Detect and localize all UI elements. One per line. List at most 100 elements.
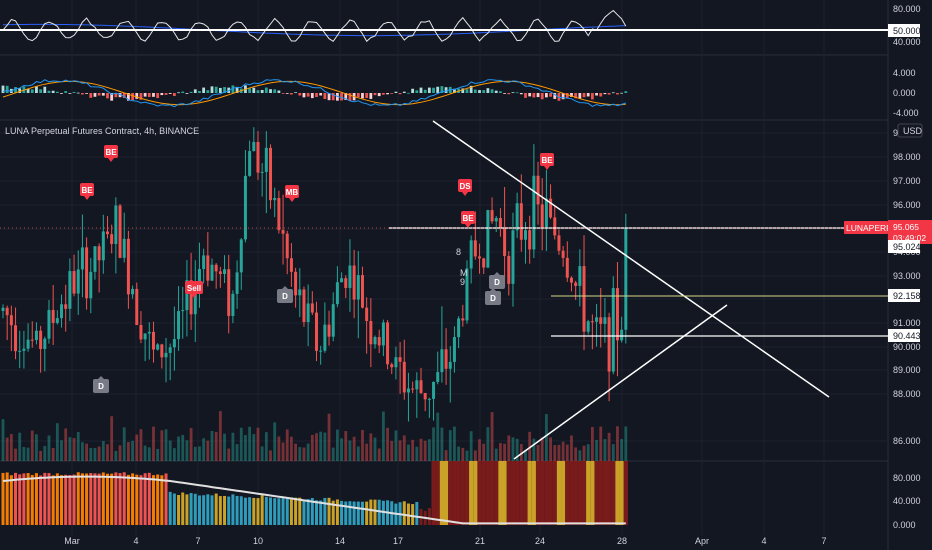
volume-bar [565, 444, 569, 461]
candle-body [440, 349, 444, 373]
candle-body [352, 265, 356, 300]
macd-histogram-bar [415, 90, 419, 93]
signal-sell-pointer [191, 294, 197, 298]
candle-body [273, 197, 277, 201]
price-tick-label: 89.000 [893, 365, 921, 375]
oscillator-bar [435, 461, 440, 525]
candle-body [498, 217, 502, 228]
oscillator-bar [202, 495, 206, 525]
time-axis-label: 17 [393, 536, 403, 546]
oscillator-bar [97, 473, 101, 525]
signal-label: D [98, 382, 104, 391]
oscillator-bar [177, 495, 181, 525]
candle-body [101, 231, 105, 261]
volume-bar [398, 440, 402, 461]
volume-bar [574, 447, 578, 461]
volume-bar [168, 440, 172, 461]
oscillator-bar [365, 501, 369, 525]
oscillator-bar [147, 472, 151, 525]
candle-body [578, 266, 582, 286]
macd-histogram-bar [620, 92, 624, 94]
oscillator-bar [473, 461, 478, 525]
volume-bar [118, 445, 122, 461]
candle-body [252, 141, 256, 152]
oscillator-bar [331, 500, 335, 525]
time-axis-label: Apr [695, 536, 709, 546]
volume-bar [519, 444, 523, 461]
candle-body [64, 304, 68, 309]
macd-histogram-bar [181, 91, 185, 93]
macd-histogram-bar [160, 93, 164, 96]
volume-bar [35, 434, 38, 461]
candle-body [139, 325, 143, 340]
candle-body [365, 307, 369, 321]
candle-body [423, 392, 427, 400]
macd-histogram-bar [189, 91, 193, 93]
trend-drawings[interactable] [0, 120, 888, 460]
volume-bars [1, 411, 628, 461]
currency-button[interactable] [897, 123, 923, 138]
candle-body [595, 317, 599, 322]
oscillator-bar [335, 499, 339, 525]
signal-sell-tag [540, 153, 554, 166]
volume-bar [553, 445, 557, 461]
volume-bar [432, 427, 435, 461]
volume-bar [244, 435, 247, 461]
volume-bar [193, 446, 197, 461]
level-lower-tag [888, 329, 920, 342]
volume-bar [269, 450, 272, 461]
volume-bar [381, 411, 385, 461]
volume-bar [561, 441, 565, 461]
volume-bar [469, 431, 473, 461]
macd-histogram-bar [294, 92, 297, 94]
candle-body [97, 246, 101, 261]
oscillator-bar [607, 461, 612, 525]
symbol-title: LUNA Perpetual Futures Contract, 4h, BIN… [5, 126, 199, 136]
oscillator-bar [443, 461, 449, 525]
macd-histogram-bar [68, 93, 72, 94]
volume-bar [486, 427, 490, 461]
oscillator-bar [231, 494, 235, 525]
macd-histogram-bar [394, 91, 398, 93]
candle-body [106, 231, 109, 235]
volume-bar [457, 446, 461, 461]
volume-bar [47, 435, 51, 461]
candle-body [68, 271, 72, 309]
oscillator-bar [39, 475, 43, 525]
signal-sell-pointer [544, 166, 550, 170]
macd-histogram-bar [398, 93, 402, 95]
macd-histogram-bar [519, 93, 523, 95]
volume-bar [415, 446, 419, 461]
candle-body [227, 269, 231, 316]
volume-bar [549, 437, 552, 461]
volume-bar [264, 432, 268, 461]
candle-body [210, 264, 214, 281]
candle-body [177, 311, 181, 340]
macd-histogram-bar [599, 93, 603, 97]
oscillator-bar [139, 475, 143, 525]
volume-bar [373, 437, 377, 461]
oscillator-bar [273, 498, 277, 525]
candle-body [122, 238, 126, 258]
oscillator-bar [68, 475, 72, 525]
macd-histogram-bar [248, 88, 252, 93]
macd-histogram-bar [473, 89, 477, 93]
candle-body [419, 380, 423, 393]
candle-body [55, 318, 59, 323]
oscillator-bar [561, 461, 566, 525]
macd-histogram-bar [14, 87, 17, 93]
oscillator-bar [185, 494, 189, 525]
axis-labels: 80.00040.00050.0004.0000.000-4.0009998.0… [64, 4, 932, 546]
macd-histogram-bar [273, 89, 277, 93]
macd-histogram-bar [611, 92, 615, 94]
volume-bar [570, 435, 573, 461]
candle-body [14, 325, 18, 352]
volume-bar [461, 447, 465, 461]
oscillator-bar [464, 461, 470, 525]
candle-body [348, 265, 352, 288]
macd-histogram-bar [624, 91, 628, 93]
macd-histogram-bar [377, 93, 381, 97]
oscillator-bar [460, 461, 465, 525]
volume-bar [365, 443, 369, 461]
